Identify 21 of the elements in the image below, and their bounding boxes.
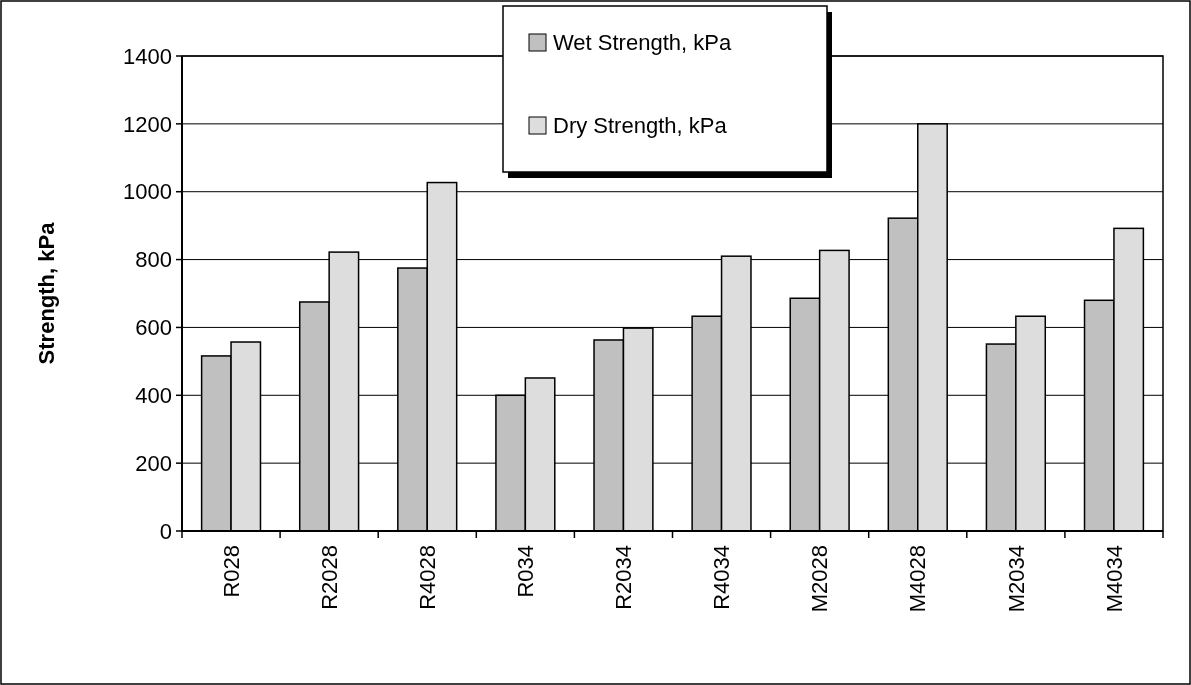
y-tick-label: 600 — [135, 315, 172, 341]
y-axis-title: Strength, kPa — [33, 221, 59, 365]
x-tick-label: R2028 — [316, 545, 342, 610]
x-tick-label: R034 — [513, 545, 539, 598]
y-tick-label: 1200 — [123, 111, 172, 137]
x-tick-label: M4034 — [1101, 545, 1127, 613]
y-tick-label: 1000 — [123, 179, 172, 205]
x-tick-label: R2034 — [611, 545, 637, 610]
x-tick-label: R4034 — [709, 545, 735, 610]
x-tick-label: M2034 — [1003, 545, 1029, 613]
x-tick-label: R4028 — [414, 545, 440, 610]
y-tick-label: 800 — [135, 247, 172, 273]
y-tick-label: 400 — [135, 382, 172, 408]
x-tick-label: M2028 — [807, 545, 833, 613]
x-tick-label: R028 — [218, 545, 244, 598]
y-tick-label: 0 — [159, 518, 172, 544]
y-tick-label: 200 — [135, 450, 172, 476]
legend-label: Wet Strength, kPa — [553, 29, 732, 55]
y-tick-label: 1400 — [123, 43, 172, 69]
legend-label: Dry Strength, kPa — [553, 112, 728, 138]
x-tick-label: M4028 — [905, 545, 931, 613]
